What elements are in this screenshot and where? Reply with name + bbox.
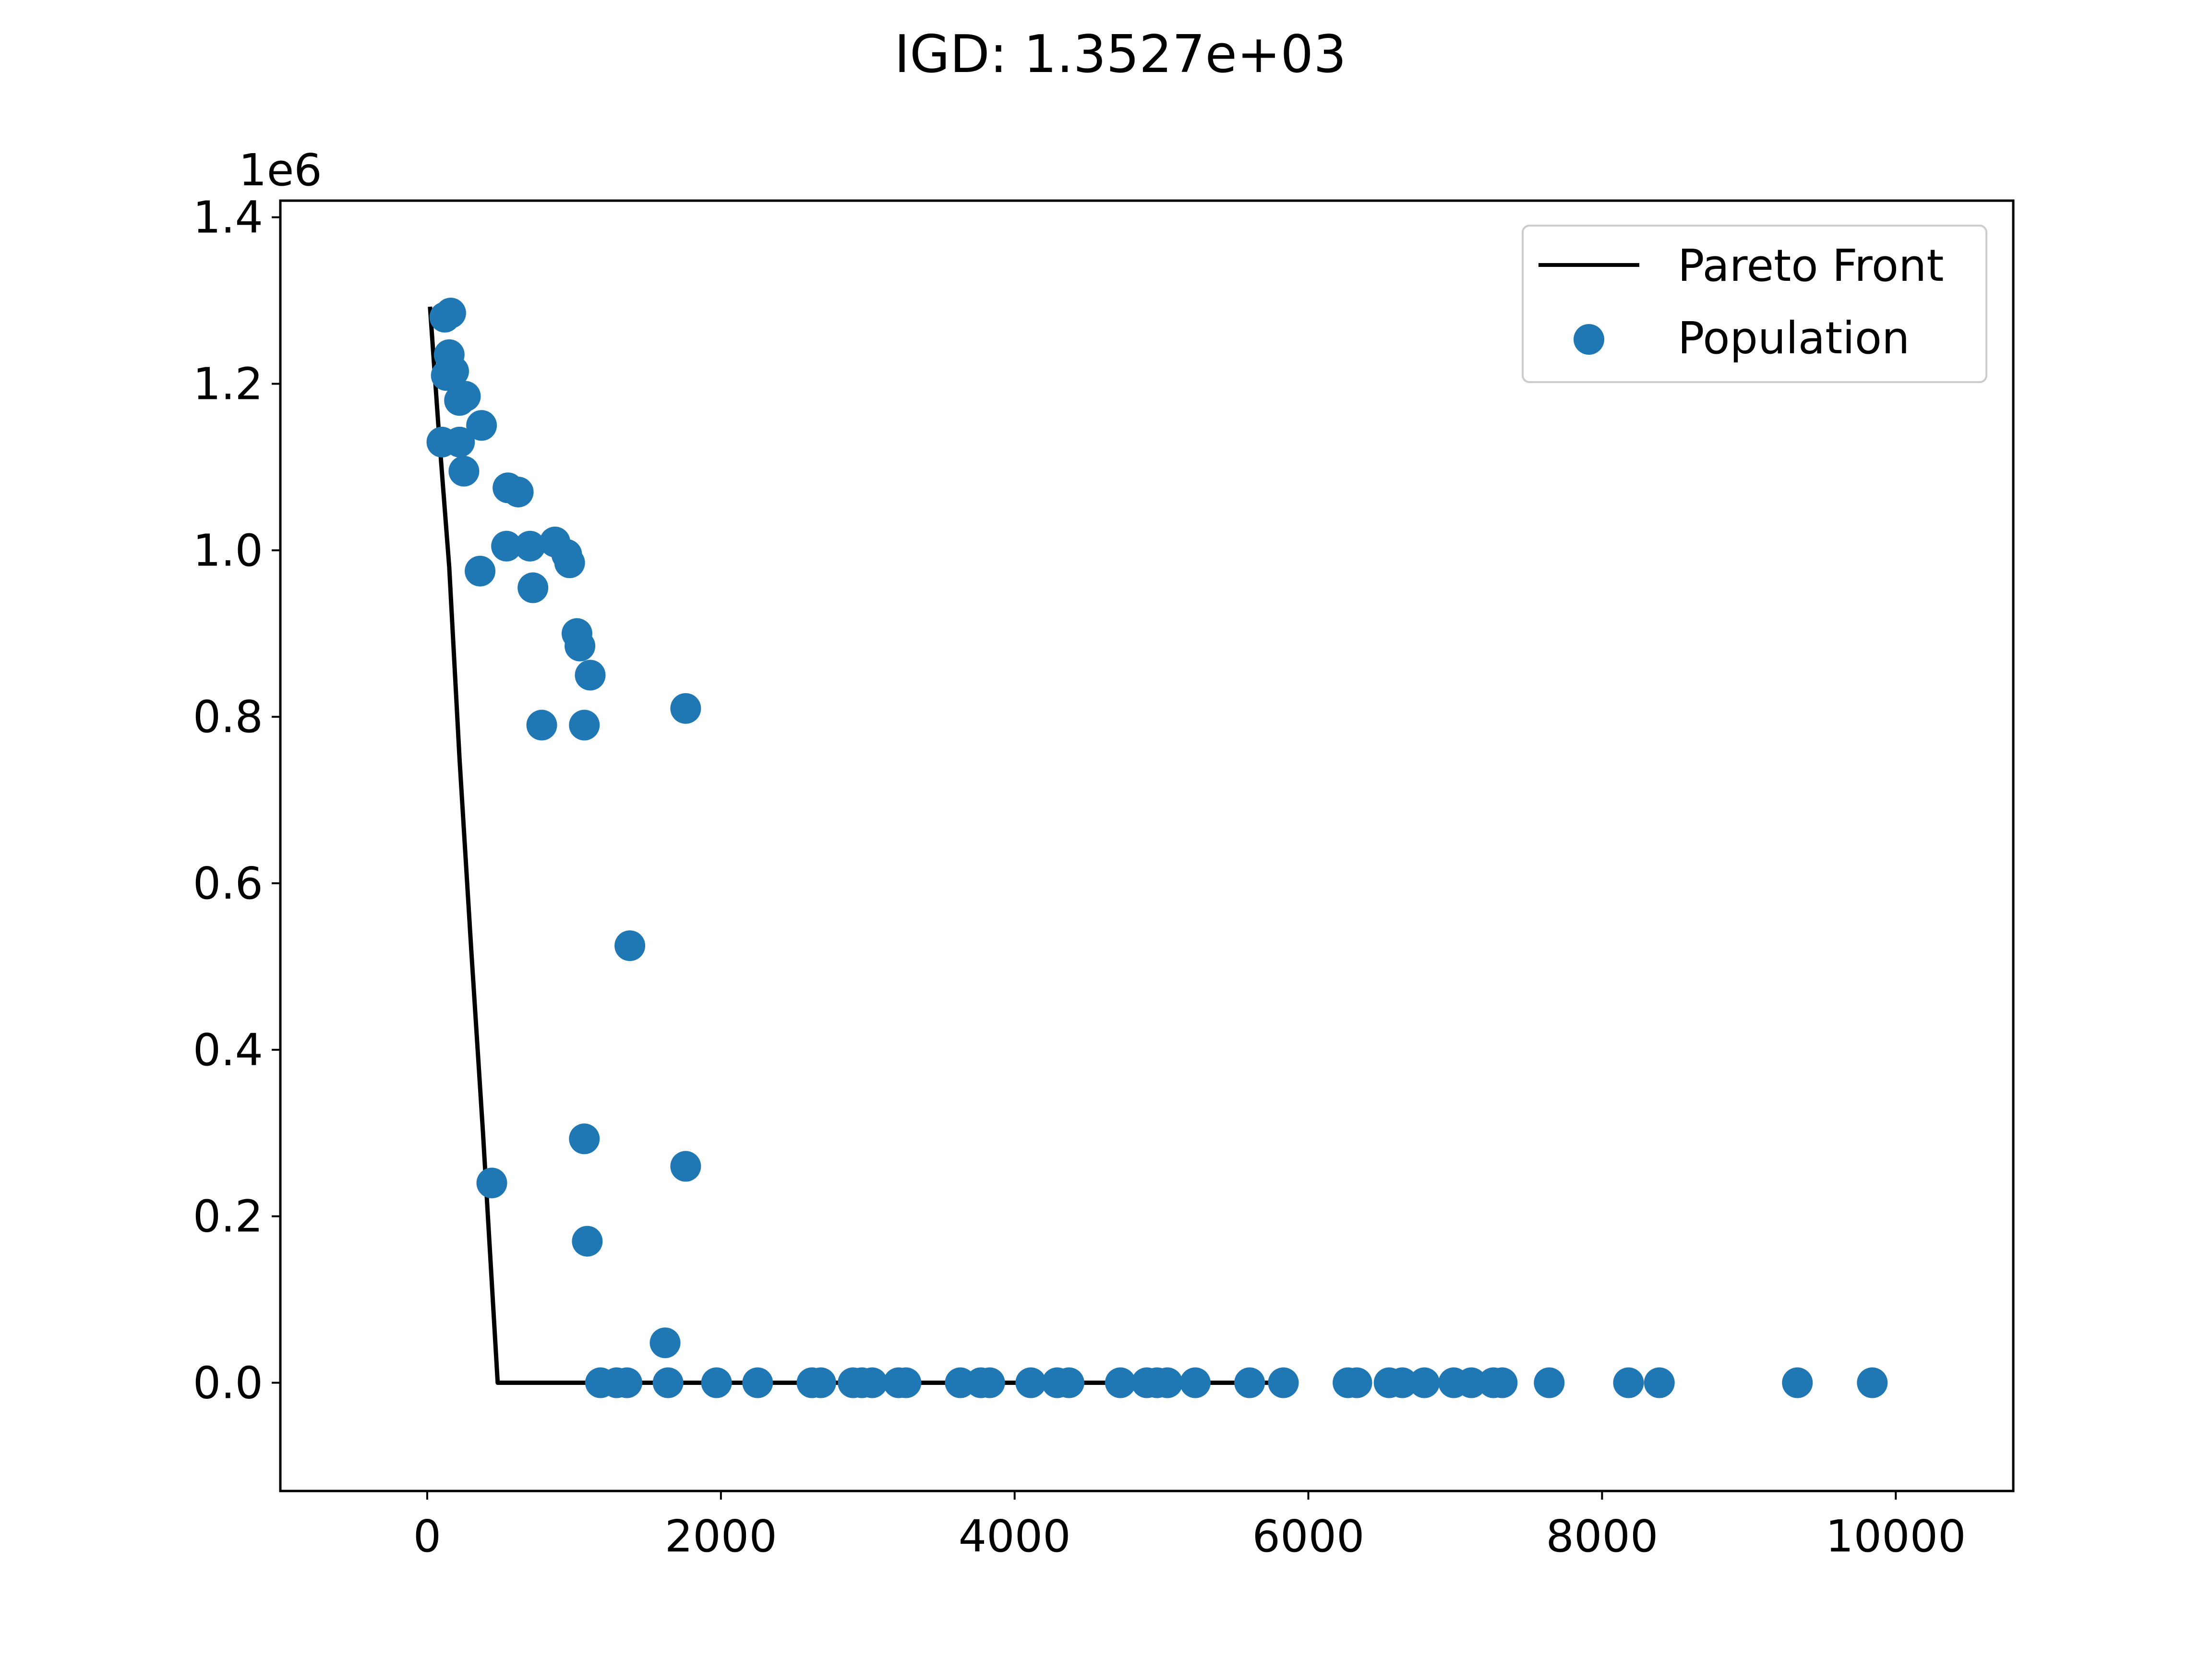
population-point (1015, 1367, 1046, 1398)
population-point (476, 1167, 507, 1199)
population-point (429, 301, 460, 333)
x-tick-label: 2000 (665, 1511, 777, 1562)
y-tick-label: 0.0 (193, 1358, 263, 1409)
population-point (491, 530, 522, 562)
y-tick-label: 0.4 (193, 1024, 263, 1076)
population-point (805, 1367, 836, 1398)
population-point (1456, 1367, 1487, 1398)
population-point (1234, 1367, 1265, 1398)
x-tick-label: 0 (413, 1511, 442, 1562)
population-point (1782, 1367, 1813, 1398)
legend: Pareto Front Population (1522, 225, 1987, 383)
population-point (1268, 1367, 1299, 1398)
chart-title: IGD: 1.3527e+03 (894, 24, 1346, 84)
y-tick-label: 0.6 (193, 858, 263, 909)
population-point (575, 660, 606, 691)
population-point (1534, 1367, 1565, 1398)
y-axis: 0.0 0.2 0.4 0.6 0.8 1.0 1.2 1.4 (193, 192, 280, 1409)
population-point (612, 1367, 642, 1398)
legend-population-label: Population (1678, 313, 1910, 364)
y-offset-label: 1e6 (239, 144, 322, 196)
population-point (526, 709, 557, 741)
population-point (649, 1327, 681, 1358)
y-tick-label: 0.8 (193, 691, 263, 743)
y-tick-label: 0.2 (193, 1191, 263, 1242)
population-point (444, 385, 475, 416)
population-point (569, 1123, 600, 1154)
population-point (438, 356, 469, 387)
population-point (742, 1367, 773, 1398)
population-point (974, 1367, 1005, 1398)
population-point (1152, 1367, 1183, 1398)
pareto-front-line (428, 306, 1289, 1385)
population-point (701, 1367, 732, 1398)
population-point (856, 1367, 888, 1398)
population-point (448, 456, 480, 487)
population-point (1053, 1367, 1084, 1398)
population-point (1644, 1367, 1675, 1398)
legend-population-swatch (1574, 324, 1604, 355)
population-point (569, 709, 600, 741)
legend-pareto-label: Pareto Front (1678, 240, 1944, 291)
population-point (465, 555, 496, 587)
population-point (1387, 1367, 1418, 1398)
population-point (1105, 1367, 1136, 1398)
population-point (670, 693, 701, 724)
population-point (515, 530, 546, 562)
population-point (670, 1151, 701, 1182)
x-tick-label: 6000 (1252, 1511, 1364, 1562)
population-point (1613, 1367, 1644, 1398)
x-tick-label: 4000 (959, 1511, 1071, 1562)
population-point (1409, 1367, 1440, 1398)
population-point (652, 1367, 684, 1398)
x-axis: 0 2000 4000 6000 8000 10000 (413, 1491, 1966, 1562)
population-point (517, 572, 549, 603)
population-point (466, 410, 497, 441)
population-point (1179, 1367, 1211, 1398)
population-point (1341, 1367, 1372, 1398)
population-point (890, 1367, 922, 1398)
population-point (565, 630, 596, 661)
population-point (614, 930, 646, 962)
y-tick-label: 1.2 (193, 359, 263, 410)
population-point (554, 547, 585, 578)
population-point (1487, 1367, 1518, 1398)
y-tick-label: 1.4 (193, 192, 263, 243)
y-tick-label: 1.0 (193, 525, 263, 576)
population-point (444, 426, 475, 457)
x-tick-label: 8000 (1546, 1511, 1658, 1562)
population-point (503, 476, 534, 507)
population-point (1857, 1367, 1888, 1398)
plot-content (426, 298, 1888, 1398)
x-tick-label: 10000 (1826, 1511, 1966, 1562)
plot-frame (279, 199, 2015, 1492)
population-point (572, 1226, 603, 1257)
